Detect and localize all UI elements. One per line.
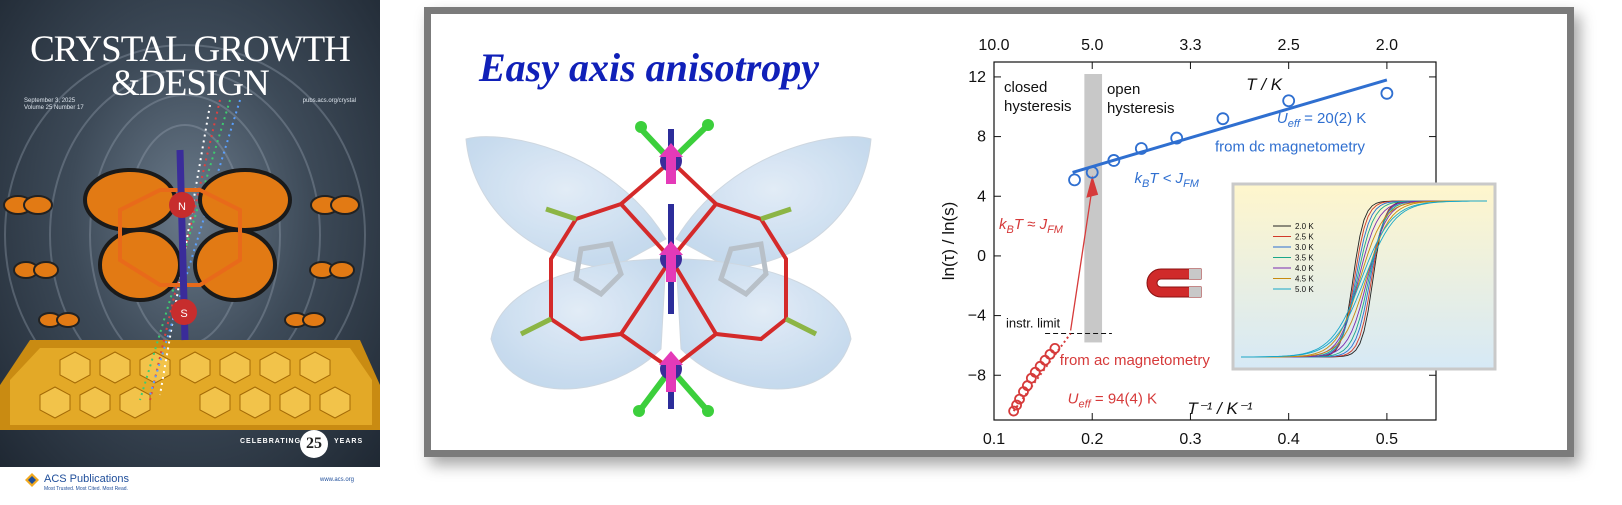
- dc-data-point: [1134, 142, 1148, 155]
- anniversary-badge: 25: [300, 430, 328, 458]
- publisher-url[interactable]: www.acs.org: [320, 477, 355, 483]
- ac-data-point: [1039, 354, 1051, 366]
- y-tick-label: −8: [968, 367, 986, 384]
- ac-fit-line: [1012, 332, 1072, 412]
- top-tick-label: 10.0: [978, 37, 1009, 54]
- top-tick-label: 5.0: [1081, 37, 1103, 54]
- label-closed-hysteresis: hysteresis: [1004, 98, 1072, 115]
- y-axis-label: ln(τ) / ln(s): [939, 202, 958, 281]
- cover-volume: Volume 25 Number 17: [24, 105, 84, 111]
- journal-cover[interactable]: N S CRYSTAL GROWTH &DESIGN September 3, …: [0, 0, 380, 467]
- dc-data-point: [1107, 154, 1121, 167]
- crossover-arrow: [1069, 187, 1093, 331]
- crossover-arrowhead: [1086, 175, 1099, 198]
- label-from-dc: from dc magnetometry: [1215, 139, 1366, 156]
- y-tick-label: 4: [977, 188, 986, 205]
- hysteresis-inset: [1231, 182, 1497, 371]
- label-kbt-lt-jfm: kBT < JFM: [1134, 170, 1199, 190]
- label-instr-limit: instr. limit: [1006, 315, 1061, 330]
- magnet-icon: [1146, 268, 1202, 298]
- cover-artwork: N S: [0, 44, 380, 430]
- label-open-hysteresis: hysteresis: [1107, 100, 1175, 117]
- inset-legend-label: 2.5 K: [1295, 233, 1314, 242]
- top-axis-label: T / K: [1246, 75, 1283, 94]
- butterfly-wings-icon: [465, 136, 872, 390]
- x-tick-label: 0.2: [1081, 431, 1103, 448]
- x-axis-label: T⁻¹ / K⁻¹: [1187, 399, 1253, 418]
- inset-legend-label: 4.5 K: [1295, 275, 1314, 284]
- toc-headline: Easy axis anisotropy: [479, 45, 820, 90]
- publisher-tagline: Most Trusted. Most Cited. Most Read.: [44, 486, 128, 492]
- acs-logo-icon: [25, 473, 39, 487]
- ac-data-point: [1044, 348, 1056, 360]
- inset-legend-label: 3.5 K: [1295, 254, 1314, 263]
- dc-data-point: [1216, 112, 1230, 126]
- hysteresis-boundary-band: [1084, 74, 1103, 343]
- label-closed: closed: [1004, 79, 1047, 96]
- ac-data-point: [1049, 342, 1061, 354]
- cover-date: September 3, 2025: [24, 98, 76, 104]
- label-ueff-ac: Ueff = 94(4) K: [1068, 391, 1157, 411]
- label-open: open: [1107, 81, 1140, 98]
- x-tick-label: 0.4: [1278, 431, 1300, 448]
- dc-fit-line: [1072, 78, 1388, 174]
- dc-data-point: [1380, 86, 1394, 100]
- publisher-name[interactable]: ACS Publications: [44, 473, 129, 485]
- y-tick-label: −4: [968, 308, 986, 325]
- inset-legend-label: 2.0 K: [1295, 222, 1314, 231]
- label-kbt-eq-jfm: kBT ≈ JFM: [999, 216, 1064, 236]
- top-tick-label: 2.0: [1376, 37, 1398, 54]
- dc-data-point: [1170, 131, 1184, 145]
- atom-label-s: S: [180, 308, 187, 320]
- cover-title-line2: &DESIGN: [111, 63, 269, 104]
- y-tick-label: 0: [977, 248, 986, 265]
- inset-legend-label: 5.0 K: [1295, 285, 1314, 294]
- dc-data-point: [1068, 173, 1081, 187]
- toc-graphic-frame: Easy axis anisotropy: [424, 7, 1574, 457]
- x-tick-label: 0.1: [983, 431, 1005, 448]
- dc-data-point: [1282, 94, 1296, 108]
- monarch-butterfly-icon: [83, 168, 292, 302]
- atom-label-n: N: [178, 201, 186, 213]
- x-tick-label: 0.5: [1376, 431, 1398, 448]
- spin-arrow-icon: [659, 143, 683, 392]
- label-from-ac: from ac magnetometry: [1060, 352, 1211, 369]
- ac-data-point: [1008, 405, 1020, 417]
- ac-data-point: [1011, 399, 1022, 411]
- cover-url: pubs.acs.org/crystal: [302, 98, 356, 104]
- cover-title-line1: CRYSTAL GROWTH: [30, 29, 351, 70]
- relaxation-chart: 0.1 0.2 0.3 0.4 0.5 10.0 5.0 3.3 2.5 2.0 12 8 4 0 −4 −8…: [939, 37, 1497, 448]
- y-tick-label: 12: [968, 69, 986, 86]
- dc-data-point: [1085, 165, 1099, 179]
- ac-data-point: [1034, 360, 1046, 372]
- top-tick-label: 2.5: [1278, 37, 1300, 54]
- top-tick-label: 3.3: [1179, 37, 1201, 54]
- label-ueff-dc: Ueff = 20(2) K: [1277, 110, 1366, 130]
- cover-years: YEARS: [334, 438, 364, 445]
- hysteresis-curve: [1240, 200, 1488, 358]
- inset-legend-label: 4.0 K: [1295, 264, 1314, 273]
- x-tick-label: 0.3: [1179, 431, 1201, 448]
- cover-celebrating: CELEBRATING: [240, 438, 302, 445]
- butterfly-molecule-illustration: [465, 119, 872, 417]
- inset-legend-label: 3.0 K: [1295, 243, 1314, 252]
- y-tick-label: 8: [977, 129, 986, 146]
